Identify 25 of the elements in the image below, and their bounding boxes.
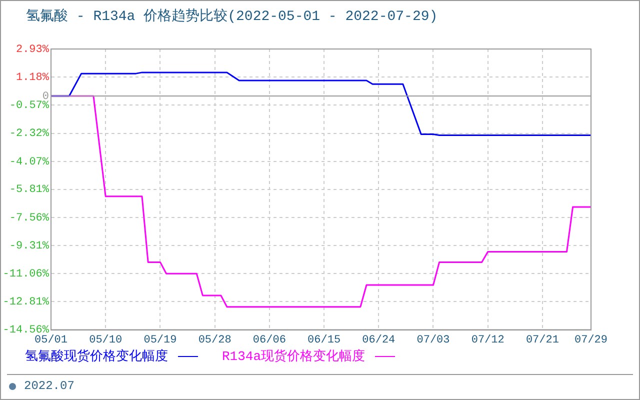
x-tick-label: 05/10	[89, 334, 122, 346]
legend-label: 氢氟酸现货价格变化幅度	[25, 348, 168, 365]
legend-label: R134a现货价格变化幅度	[222, 348, 366, 365]
x-tick-label: 07/29	[574, 334, 608, 346]
y-tick-label: -9.31%	[9, 240, 50, 252]
x-tick-label: 07/21	[526, 334, 560, 346]
y-tick-label: -11.06%	[2, 268, 50, 281]
y-tick-label: -12.81%	[2, 296, 50, 309]
y-tick-label: -2.32%	[9, 128, 50, 140]
chart-title: 氢氟酸 - R134a 价格趋势比较(2022-05-01 - 2022-07-29)	[26, 7, 438, 25]
y-tick-label: -5.81%	[9, 184, 50, 196]
y-tick-label: -7.56%	[9, 212, 50, 224]
x-tick-label: 06/15	[308, 334, 341, 346]
x-tick-label: 06/24	[362, 334, 396, 346]
x-tick-label: 07/12	[471, 334, 504, 346]
y-tick-label: 1.18%	[16, 72, 50, 84]
x-tick-label: 06/06	[252, 334, 286, 346]
x-tick-label: 05/19	[144, 334, 177, 346]
text: 2022.07	[24, 379, 74, 393]
x-tick-label: 05/28	[198, 334, 232, 346]
x-tick-label: 05/01	[34, 334, 68, 346]
x-tick-label: 07/03	[416, 334, 450, 346]
y-tick-label: 2.93%	[16, 44, 50, 56]
y-tick-label: -0.57%	[9, 100, 50, 112]
y-tick-label: -4.07%	[9, 156, 50, 168]
